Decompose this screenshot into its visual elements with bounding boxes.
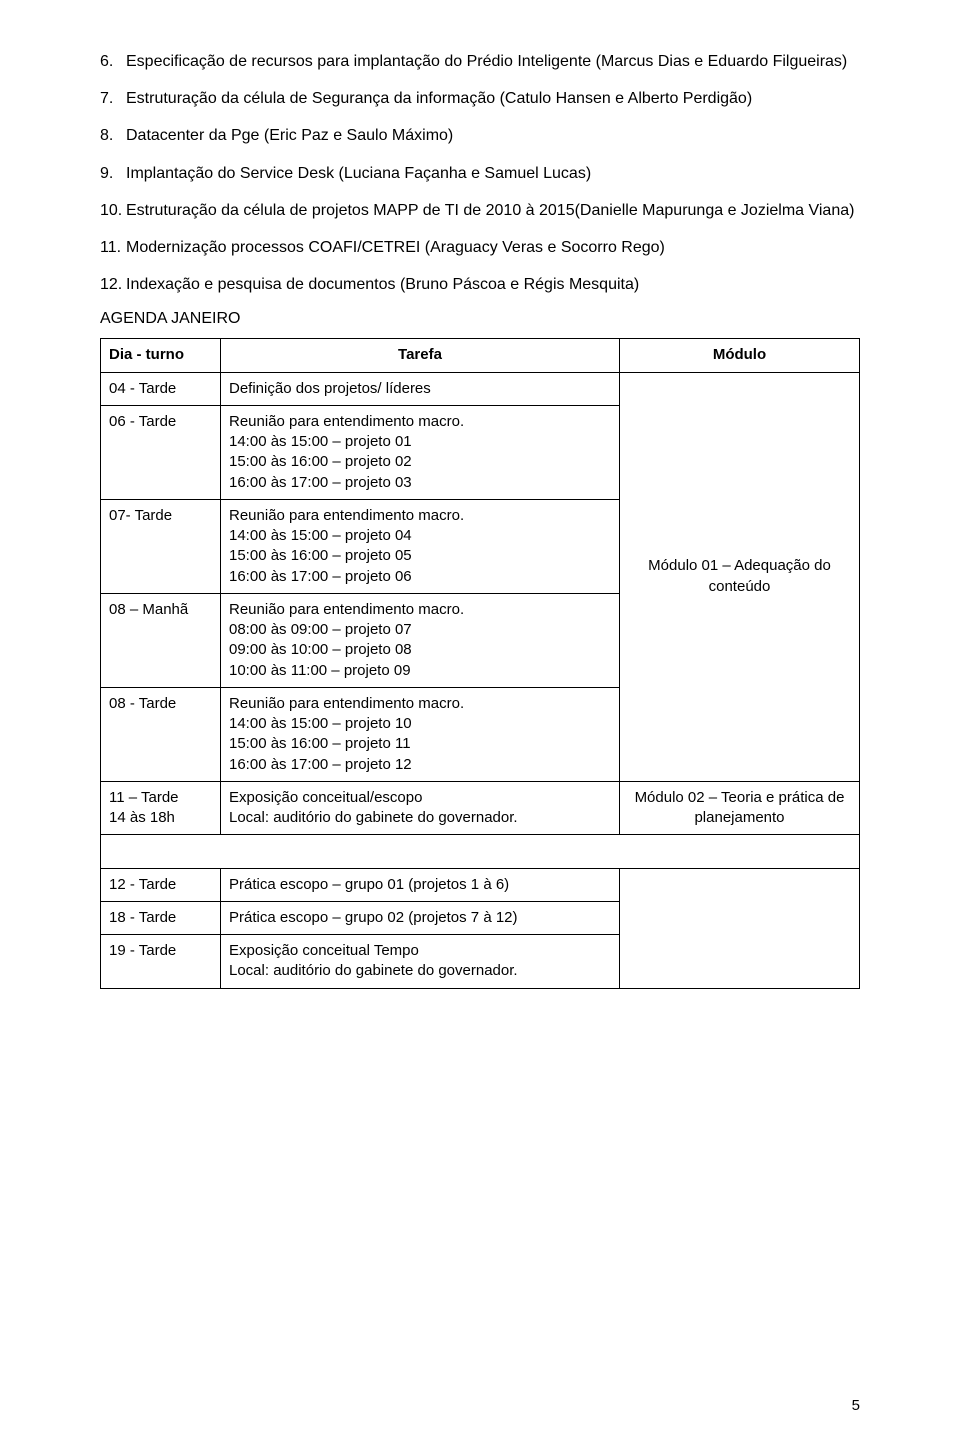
table-row: 04 - Tarde Definição dos projetos/ lídere… [101, 372, 860, 405]
list-item: 11.Modernização processos COAFI/CETREI (… [126, 236, 860, 259]
cell-tarefa: Definição dos projetos/ líderes [221, 372, 620, 405]
tarefa-line: 10:00 às 11:00 – projeto 09 [229, 661, 611, 681]
list-item-text: Implantação do Service Desk (Luciana Faç… [126, 165, 591, 182]
list-item-text: Indexação e pesquisa de documentos (Brun… [126, 276, 639, 293]
list-item-number: 8. [100, 124, 113, 147]
list-item-number: 12. [100, 273, 122, 296]
list-item: 10.Estruturação da célula de projetos MA… [126, 199, 860, 222]
cell-tarefa: Exposição conceitual/escopo Local: audit… [221, 781, 620, 835]
tarefa-line: 08:00 às 09:00 – projeto 07 [229, 620, 611, 640]
list-item-number: 7. [100, 87, 113, 110]
cell-dia: 19 - Tarde [101, 935, 221, 989]
list-item: 9.Implantação do Service Desk (Luciana F… [126, 162, 860, 185]
cell-dia: 08 – Manhã [101, 593, 221, 687]
agenda-table: Dia - turno Tarefa Módulo 04 - Tarde Defi… [100, 338, 860, 988]
tarefa-line: Reunião para entendimento macro. [229, 412, 611, 432]
table-header-row: Dia - turno Tarefa Módulo [101, 339, 860, 372]
list-item-number: 11. [100, 236, 121, 259]
numbered-list: 6. Especificação de recursos para implant… [100, 50, 860, 296]
tarefa-line: 14:00 às 15:00 – projeto 01 [229, 432, 611, 452]
list-item-text: Estruturação da célula de projetos MAPP … [126, 202, 854, 219]
table-row: 11 – Tarde 14 às 18hExposição conceitual… [101, 781, 860, 835]
cell-dia: 11 – Tarde 14 às 18h [101, 781, 221, 835]
cell-modulo-1: Módulo 01 – Adequação do conteúdo [620, 372, 860, 781]
spacer-cell [101, 835, 860, 868]
cell-modulo-empty [620, 868, 860, 988]
tarefa-line: Reunião para entendimento macro. [229, 506, 611, 526]
cell-tarefa: Reunião para entendimento macro.14:00 às… [221, 499, 620, 593]
tarefa-line: 15:00 às 16:00 – projeto 05 [229, 546, 611, 566]
cell-dia: 04 - Tarde [101, 372, 221, 405]
cell-dia: 12 - Tarde [101, 868, 221, 901]
list-item-number: 10. [100, 199, 122, 222]
list-item: 8.Datacenter da Pge (Eric Paz e Saulo Má… [126, 124, 860, 147]
cell-dia: 06 - Tarde [101, 405, 221, 499]
cell-dia: 08 - Tarde [101, 687, 221, 781]
list-item-text: Estruturação da célula de Segurança da i… [126, 90, 752, 107]
tarefa-line: Definição dos projetos/ líderes [229, 379, 611, 399]
tarefa-line: 16:00 às 17:00 – projeto 12 [229, 755, 611, 775]
list-item-text: Especificação de recursos para implantaç… [126, 53, 847, 70]
tarefa-line: 15:00 às 16:00 – projeto 02 [229, 452, 611, 472]
tarefa-line: 15:00 às 16:00 – projeto 11 [229, 734, 611, 754]
cell-modulo-2: Módulo 02 – Teoria e prática de planejam… [620, 781, 860, 835]
cell-dia: 07- Tarde [101, 499, 221, 593]
cell-tarefa: Reunião para entendimento macro.14:00 às… [221, 687, 620, 781]
list-item: 7.Estruturação da célula de Segurança da… [126, 87, 860, 110]
header-tarefa: Tarefa [221, 339, 620, 372]
table-row: 12 - Tarde Prática escopo – grupo 01 (pro… [101, 868, 860, 901]
tarefa-line: 09:00 às 10:00 – projeto 08 [229, 640, 611, 660]
tarefa-line: Prática escopo – grupo 01 (projetos 1 à … [229, 875, 611, 895]
list-item: 12.Indexação e pesquisa de documentos (B… [126, 273, 860, 296]
cell-dia: 18 - Tarde [101, 901, 221, 934]
header-modulo: Módulo [620, 339, 860, 372]
list-item: 6.Especificação de recursos para implant… [126, 50, 860, 73]
list-item-number: 9. [100, 162, 113, 185]
page: 6. Especificação de recursos para implant… [0, 0, 960, 1436]
cell-tarefa: Prática escopo – grupo 01 (projetos 1 à … [221, 868, 620, 901]
tarefa-line: 16:00 às 17:00 – projeto 03 [229, 473, 611, 493]
tarefa-line: 14:00 às 15:00 – projeto 10 [229, 714, 611, 734]
tarefa-line: 16:00 às 17:00 – projeto 06 [229, 567, 611, 587]
header-dia: Dia - turno [101, 339, 221, 372]
cell-tarefa: Prática escopo – grupo 02 (projetos 7 à … [221, 901, 620, 934]
page-number: 5 [852, 1397, 860, 1414]
agenda-title: AGENDA JANEIRO [100, 310, 860, 328]
tarefa-line: Reunião para entendimento macro. [229, 600, 611, 620]
tarefa-line: Reunião para entendimento macro. [229, 694, 611, 714]
tarefa-line: 14:00 às 15:00 – projeto 04 [229, 526, 611, 546]
cell-tarefa: Reunião para entendimento macro.14:00 às… [221, 405, 620, 499]
list-item-text: Datacenter da Pge (Eric Paz e Saulo Máxi… [126, 127, 453, 144]
list-item-number: 6. [100, 50, 113, 73]
cell-tarefa: Exposição conceitual Tempo Local: auditó… [221, 935, 620, 989]
table-row-spacer [101, 835, 860, 868]
list-item-text: Modernização processos COAFI/CETREI (Ara… [126, 239, 665, 256]
cell-tarefa: Reunião para entendimento macro.08:00 às… [221, 593, 620, 687]
